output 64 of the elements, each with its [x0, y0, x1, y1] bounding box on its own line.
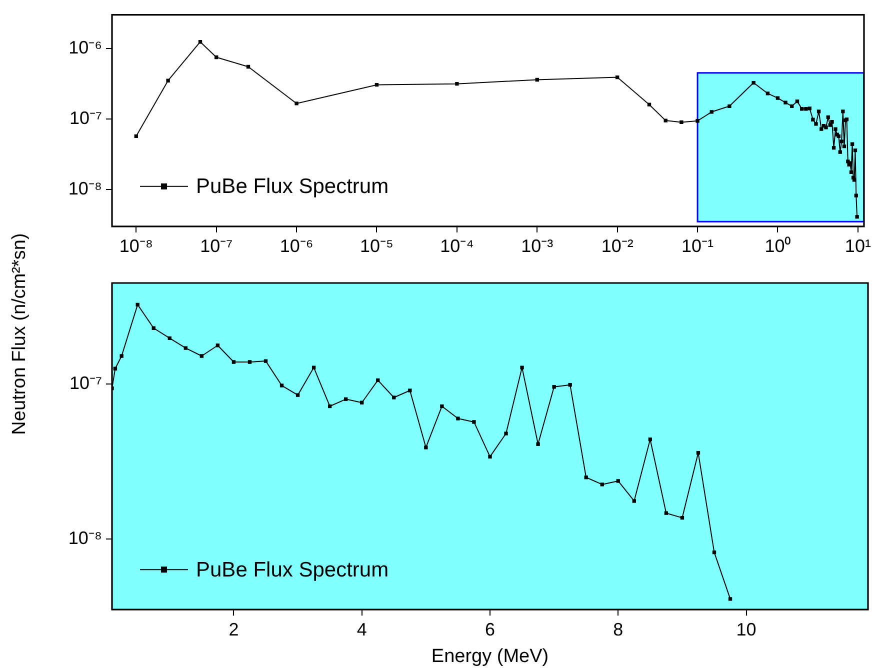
point: [248, 360, 252, 364]
point: [728, 597, 732, 601]
point: [616, 479, 620, 483]
point: [472, 420, 476, 424]
point: [328, 404, 332, 408]
x-tick-label: 10⁻²: [601, 236, 634, 256]
x-axis-title: Energy (MeV): [431, 646, 549, 667]
point: [520, 366, 524, 370]
x-tick-label: 10⁻³: [521, 236, 554, 256]
x-tick-label: 10⁰: [764, 236, 791, 256]
point: [536, 442, 540, 446]
point: [296, 393, 300, 397]
point: [168, 336, 172, 340]
point: [584, 476, 588, 480]
point: [504, 432, 508, 436]
x-tick-label: 6: [484, 619, 496, 640]
point: [424, 446, 428, 450]
point: [216, 344, 220, 348]
y-tick-label: 10⁻⁸: [68, 178, 102, 198]
point: [680, 516, 684, 520]
x-tick-label: 8: [613, 619, 624, 640]
point: [152, 326, 156, 330]
point: [456, 416, 460, 420]
point: [648, 438, 652, 442]
point: [360, 400, 364, 404]
point: [600, 482, 604, 486]
point: [120, 354, 124, 358]
point: [113, 366, 118, 370]
x-tick-label: 10⁻⁶: [280, 236, 314, 256]
point: [632, 499, 636, 503]
x-tick-label: 10¹: [844, 236, 871, 256]
point: [392, 396, 396, 400]
point: [232, 360, 236, 364]
x-tick-label: 10⁻⁴: [440, 236, 474, 256]
point: [488, 454, 492, 459]
y-tick-label: 10⁻⁷: [69, 108, 102, 128]
point: [264, 359, 268, 363]
point: [408, 388, 412, 392]
legend-label: PuBe Flux Spectrum: [196, 558, 389, 582]
point: [344, 397, 348, 401]
x-tick-label: 10⁻⁵: [360, 236, 394, 256]
x-tick-label: 10⁻⁷: [200, 236, 233, 256]
point: [552, 385, 556, 389]
y-axis-title: Neutron Flux (n/cm²*sn): [9, 233, 31, 435]
point: [696, 451, 700, 455]
point: [312, 366, 316, 370]
point: [568, 382, 572, 387]
point: [664, 511, 668, 515]
point: [184, 346, 188, 350]
x-tick-label: 4: [356, 619, 367, 640]
y-tick-label: 10⁻⁶: [68, 37, 102, 58]
point: [136, 302, 140, 307]
point: [440, 404, 444, 408]
legend-label: PuBe Flux Spectrum: [196, 175, 389, 198]
x-tick-label: 10⁻⁸: [119, 236, 153, 256]
point: [712, 550, 716, 554]
y-tick-label: 10⁻⁷: [69, 373, 102, 394]
point: [376, 378, 380, 382]
x-tick-label: 10: [736, 619, 756, 640]
point: [280, 384, 284, 388]
x-tick-label: 10⁻¹: [682, 236, 714, 256]
x-tick-label: 2: [228, 619, 239, 640]
point: [200, 354, 204, 358]
y-tick-label: 10⁻⁸: [68, 528, 102, 548]
